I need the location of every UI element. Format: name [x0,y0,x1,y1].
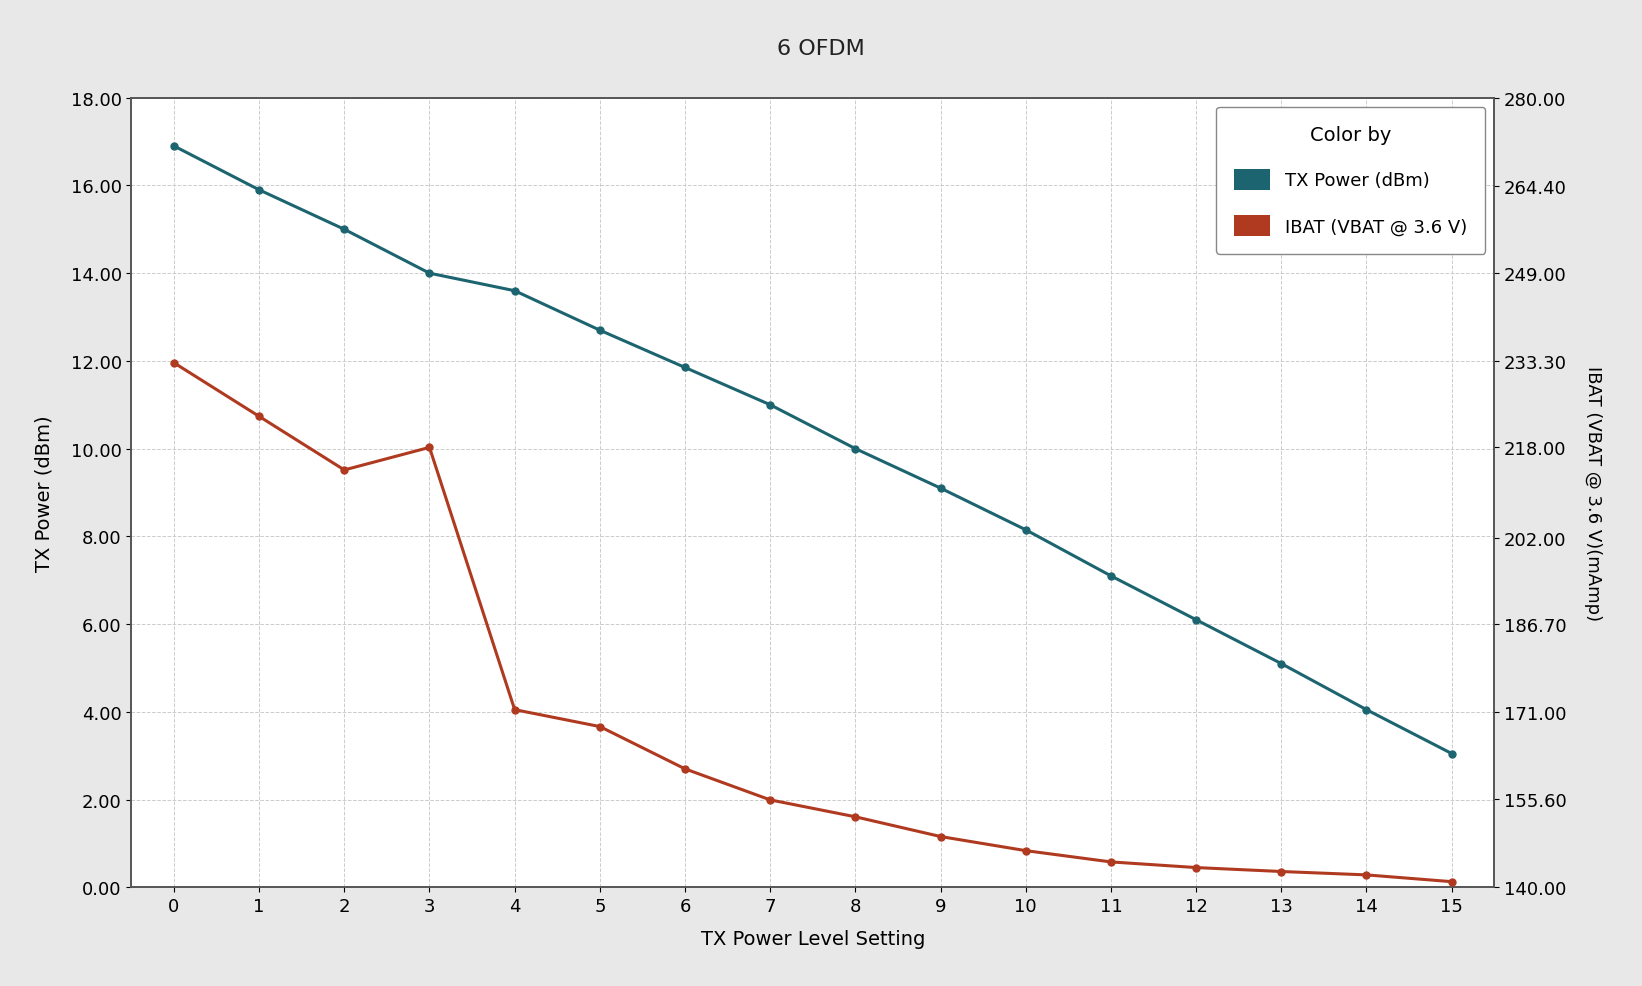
Text: 6 OFDM: 6 OFDM [777,39,865,59]
Y-axis label: IBAT (VBAT @ 3.6 V)(mAmp): IBAT (VBAT @ 3.6 V)(mAmp) [1583,366,1601,620]
X-axis label: TX Power Level Setting: TX Power Level Setting [701,929,924,948]
Y-axis label: TX Power (dBm): TX Power (dBm) [34,415,54,571]
Legend: TX Power (dBm), IBAT (VBAT @ 3.6 V): TX Power (dBm), IBAT (VBAT @ 3.6 V) [1217,107,1486,254]
